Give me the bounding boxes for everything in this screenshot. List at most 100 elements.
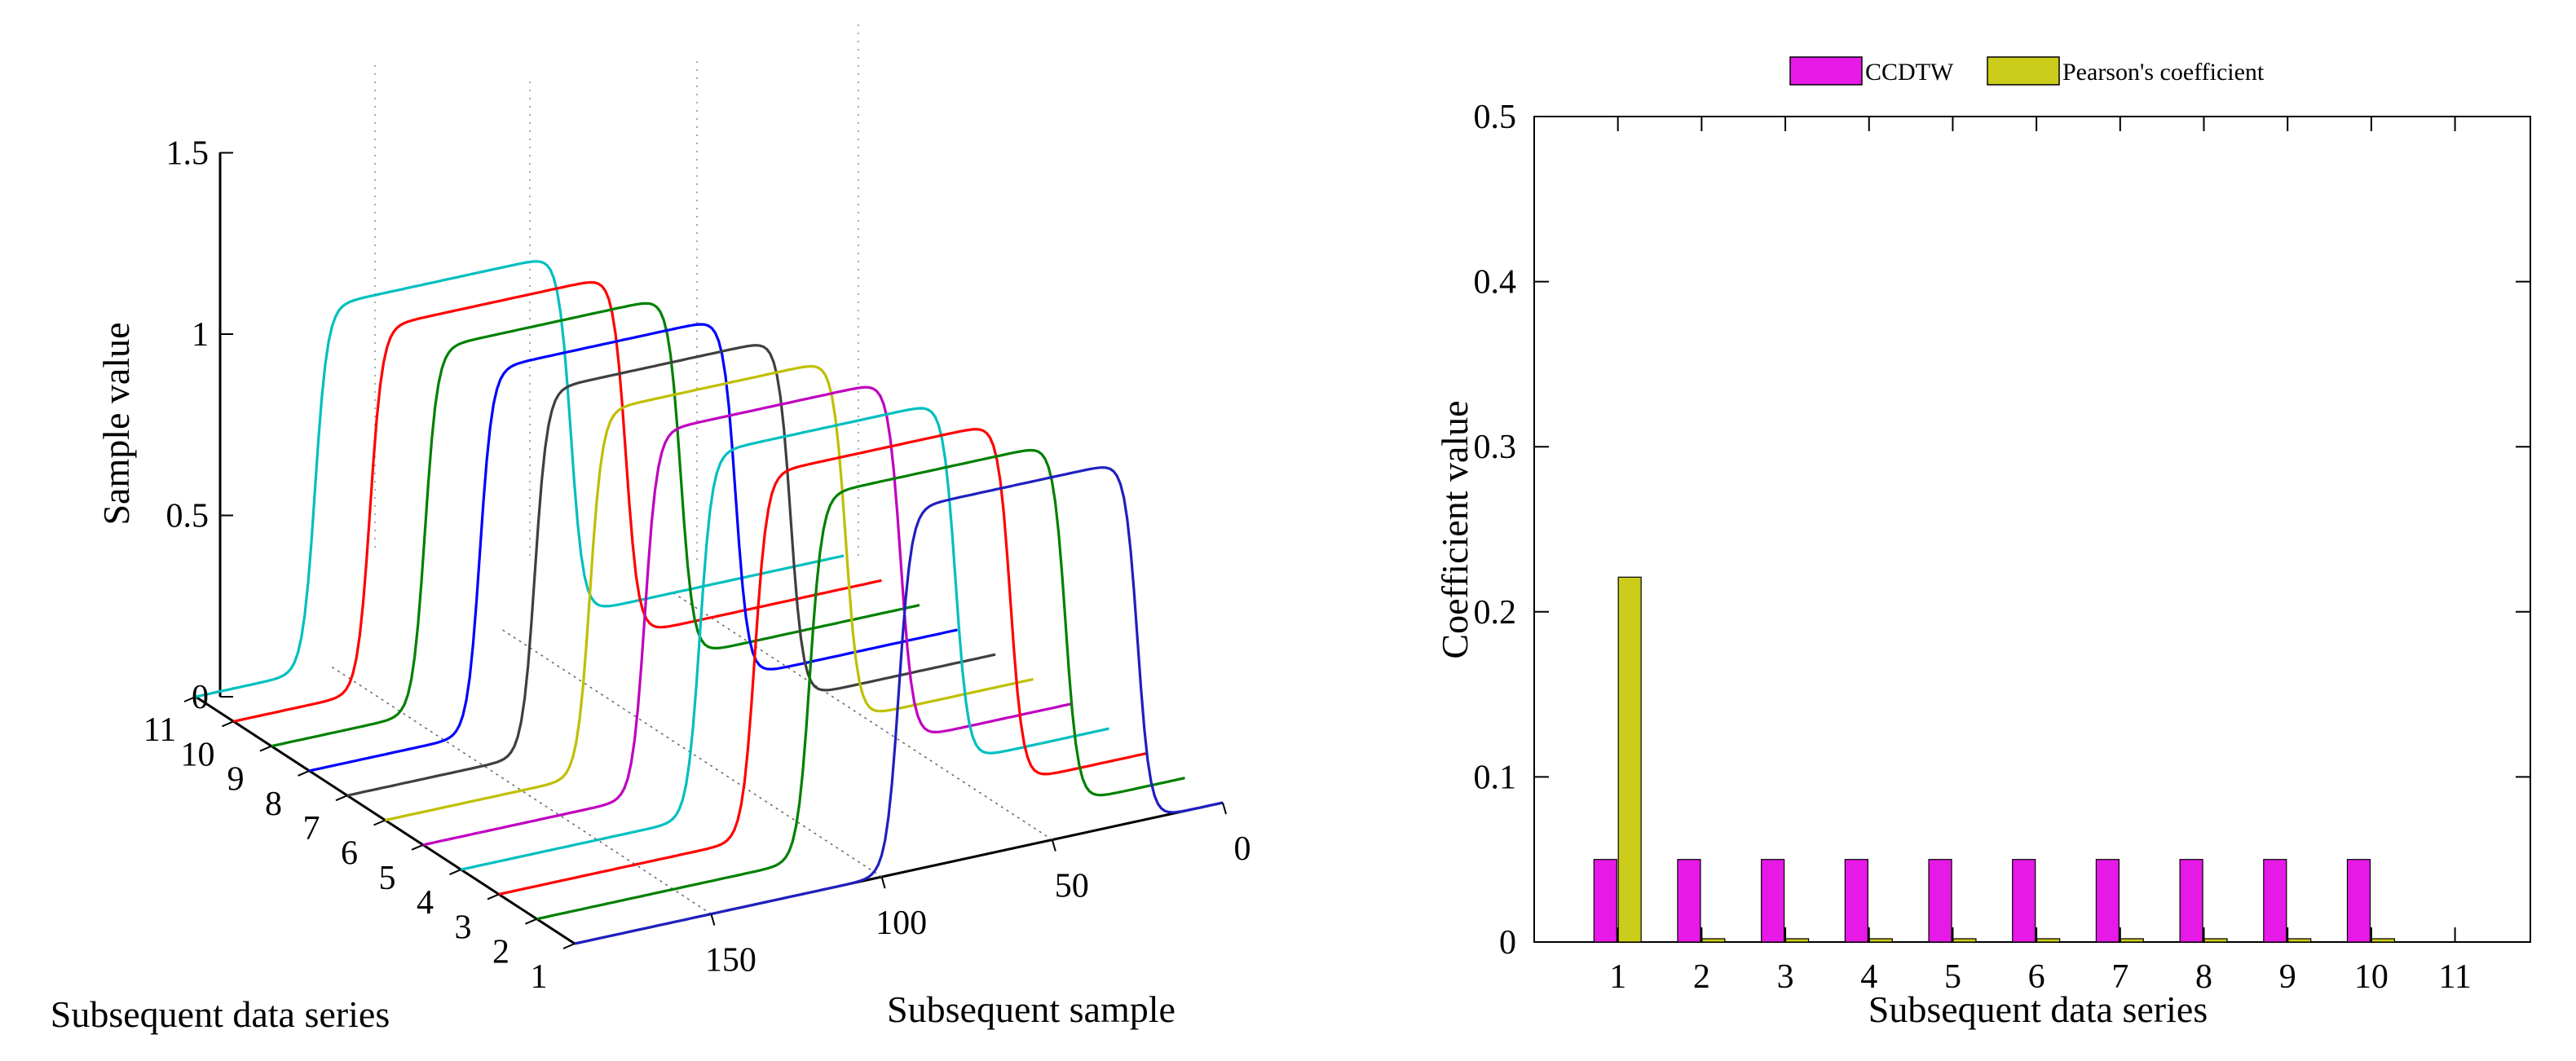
x-tick-label: 11 [2438,958,2471,996]
x-tick-label: 7 [2111,958,2128,996]
y-tick-label: 0.1 [1474,759,1517,796]
z-tick-label: 0 [192,679,209,716]
sample-tick-mark [710,914,716,926]
y-tick-label: 0 [1499,924,1516,962]
y-tick-label: 0.2 [1474,594,1517,632]
y-tick-label: 0.5 [1474,99,1517,136]
waterfall-y-axis-label: Subsequent data series [51,993,390,1035]
series-tick-mark [525,918,537,925]
y-tick-label: 0.3 [1474,429,1517,466]
bar-pearson-series-8 [2203,938,2228,943]
bar-ccdtw-series-1 [1593,859,1617,943]
x-tick-label: 4 [1860,958,1877,996]
x-tick-label: 5 [1944,958,1961,996]
bar-ccdtw-series-9 [2263,859,2287,943]
sample-tick-label: 150 [705,942,756,980]
x-tick-label: 9 [2279,958,2296,996]
series-tick-label: 6 [341,835,358,873]
series-tick-mark [449,869,461,876]
series-tick-label: 8 [265,786,282,823]
waterfall-line-series-10 [233,280,882,723]
sample-tick-mark [1222,802,1227,815]
bar-pearson-series-3 [1784,938,1810,943]
series-tick-mark [373,819,386,826]
series-tick-mark [487,893,500,900]
bar-ccdtw-series-8 [2179,859,2203,943]
bar-pearson-series-5 [1952,938,1977,943]
series-tick-mark [222,720,234,728]
x-tick-label: 2 [1693,958,1710,996]
sample-tick-mark [880,876,886,889]
series-tick-mark [335,795,348,802]
waterfall-line-series-2 [536,448,1185,921]
x-tick-label: 10 [2354,958,2389,996]
bar-pearson-series-1 [1617,576,1642,943]
floor-grid-line [502,629,882,878]
bar-pearson-series-9 [2287,938,2312,943]
series-tick-label: 4 [417,884,434,922]
series-tick-label: 3 [455,909,472,946]
waterfall-line-series-6 [385,364,1034,822]
series-tick-label: 2 [492,934,509,971]
legend-swatch-pearson [1987,56,2060,86]
waterfall-series [195,260,1224,945]
z-tick-label: 0.5 [166,498,210,535]
y-tick-label: 0.4 [1474,264,1517,302]
series-tick-label: 5 [379,860,396,897]
legend-label-ccdtw: CCDTW [1865,59,1954,86]
bar-ccdtw-series-6 [2012,859,2036,943]
sample-tick-label: 100 [876,905,927,942]
bar-pearson-series-2 [1701,938,1726,943]
bar-plot-frame [1533,116,2531,943]
x-tick-label: 1 [1609,958,1626,996]
waterfall-line-series-4 [461,407,1109,871]
legend: CCDTW Pearson's coefficient [1789,56,2265,86]
bar-ccdtw-series-3 [1761,859,1785,943]
waterfall-line-series-7 [346,344,996,797]
series-tick-label: 1 [531,958,548,996]
bar-pearson-series-7 [2119,938,2144,943]
waterfall-x-axis-label: Subsequent sample [887,988,1176,1030]
series-tick-mark [411,843,424,851]
series-tick-mark [183,696,196,702]
waterfall-line-series-1 [574,466,1224,945]
bar-ccdtw-series-5 [1928,859,1952,943]
waterfall-axes [195,24,1224,945]
series-tick-label: 7 [303,810,320,847]
series-tick-mark [259,745,272,752]
bar-ccdtw-series-2 [1677,859,1701,943]
bar-pearson-series-4 [1868,938,1893,943]
waterfall-line-series-5 [422,385,1072,847]
bar-pearson-series-10 [2371,938,2395,943]
series-tick-label: 10 [181,736,215,773]
x-tick-label: 3 [1777,958,1794,996]
waterfall-z-axis-label: Sample value [95,322,137,525]
bar-ccdtw-series-7 [2095,859,2120,943]
legend-swatch-ccdtw [1789,56,1863,86]
waterfall-line-series-3 [498,428,1148,896]
waterfall-line-series-8 [309,323,958,773]
sample-tick-mark [1051,839,1056,852]
bar-ticks: 0 0.1 0.2 0.3 0.4 0.5 1 2 3 4 5 6 7 8 9 10 11 [1474,99,2530,996]
z-tick-label: 1.5 [166,135,210,173]
series-tick-mark [562,943,576,949]
sample-tick-label: 0 [1234,830,1251,868]
bar-marks [1593,576,2395,943]
sample-tick-label: 50 [1055,868,1089,905]
z-tick-label: 1 [192,316,209,354]
waterfall-line-series-11 [195,260,845,698]
bar-ccdtw-series-10 [2346,859,2371,943]
legend-label-pearson: Pearson's coefficient [2062,59,2265,86]
waterfall-line-series-9 [271,302,920,748]
floor-grid-line [673,592,1053,841]
bar-ccdtw-series-4 [1844,859,1868,943]
bar-y-axis-label: Coefficient value [1434,400,1475,658]
bar-pearson-series-6 [2036,938,2061,943]
x-tick-label: 6 [2028,958,2045,996]
series-tick-mark [298,769,310,777]
series-tick-label: 9 [227,761,245,799]
series-tick-label: 11 [143,711,176,749]
